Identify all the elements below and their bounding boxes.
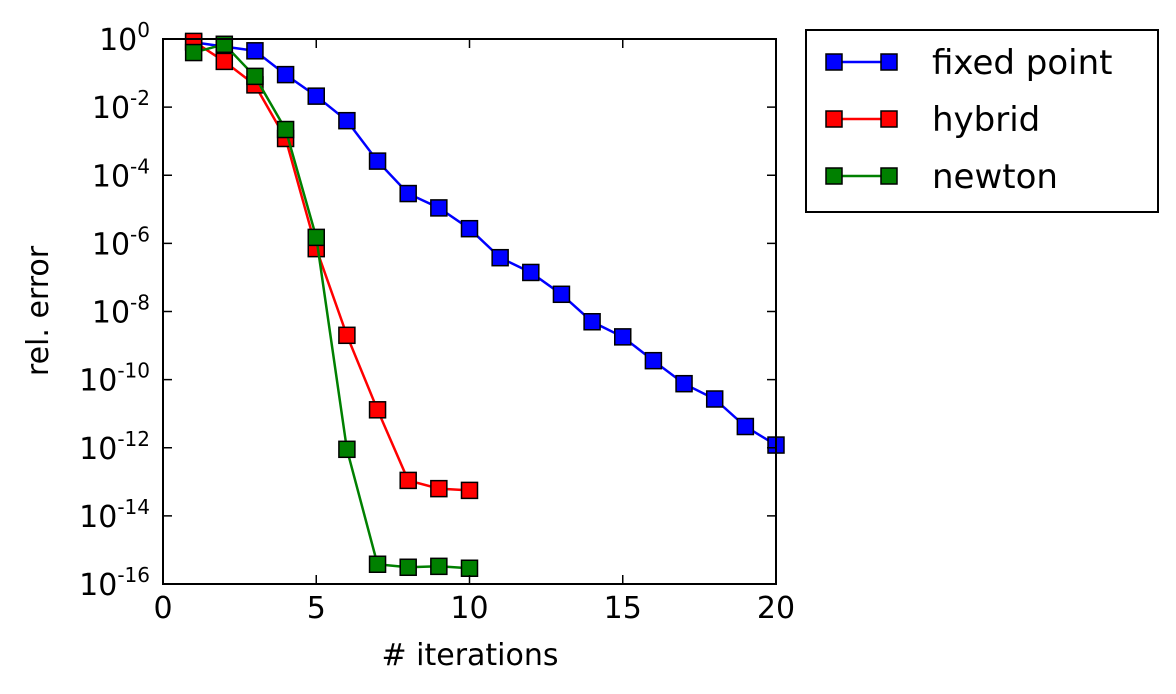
data-point [276,65,295,84]
data-point [460,481,479,500]
data-point [430,199,448,217]
series-line [193,42,470,570]
x-axis-label: # iterations [381,638,558,673]
data-point [460,559,479,577]
series-2 [184,35,479,577]
data-point [368,401,387,419]
data-point [522,263,540,282]
legend-marker [880,167,898,185]
data-point [215,35,234,54]
data-point [215,52,234,71]
data-point [307,87,325,105]
legend-label: fixed point [932,43,1113,83]
data-point [338,111,356,130]
y-tick-label: 10-16 [79,563,150,603]
y-tick-label: 10-14 [79,495,150,535]
y-tick-label: 100 [99,18,150,58]
data-point [338,440,356,459]
legend-marker [880,110,898,128]
legend-frame [805,29,1159,213]
y-tick-label: 10-8 [92,291,150,331]
data-point [460,219,479,238]
x-tick-label: 20 [757,591,795,626]
data-point [307,228,325,247]
data-point [368,555,387,574]
data-point [184,43,203,62]
data-point [399,184,417,203]
x-axis: 0 5 10 15 20 [153,39,795,626]
x-tick-label: 5 [307,591,326,626]
data-point [644,351,663,370]
y-tick-label: 10-4 [92,154,150,194]
data-point [276,120,295,139]
plot-background [163,39,776,584]
data-point [736,417,755,436]
y-tick-label: 10-10 [79,359,150,399]
legend-label: newton [932,157,1058,197]
y-tick-label: 10-6 [92,222,150,262]
data-point [552,285,571,304]
legend-marker [825,110,843,128]
data-point [368,152,387,170]
data-point [491,248,509,267]
x-tick-label: 10 [450,591,488,626]
legend-marker [880,53,898,71]
x-tick-label: 15 [604,591,642,626]
legend-marker [825,53,843,71]
legend-item-2: newton [825,157,1058,197]
data-point [246,67,264,86]
y-tick-label: 10-2 [92,86,150,126]
y-axis-label: rel. error [21,245,56,376]
data-point [583,313,601,331]
legend-marker [825,167,843,185]
data-point [705,390,724,408]
series-layer [184,32,785,577]
data-point [675,374,693,393]
data-point [246,42,264,60]
data-point [430,557,448,576]
data-point [430,479,448,498]
data-point [399,558,417,577]
y-tick-label: 10-12 [79,427,150,467]
y-axis: 100 10-2 10-4 10-6 10-8 10-10 10-12 10-14 10-16 [79,18,776,603]
legend-item-0: fixed point [825,43,1113,83]
series-line [193,40,470,492]
legend-label: hybrid [932,100,1040,140]
data-point [399,471,417,490]
data-point [338,326,356,345]
legend-item-1: hybrid [825,100,1040,140]
x-tick-label: 0 [153,591,172,626]
data-point [614,328,632,346]
legend: fixed point hybrid newton [805,29,1159,213]
